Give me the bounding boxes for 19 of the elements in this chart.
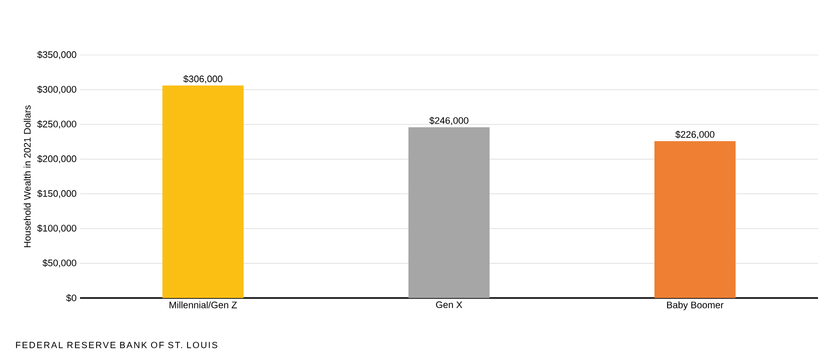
bar [408,127,490,298]
y-tick-label: $250,000 [37,120,76,129]
y-tick-label: $200,000 [37,155,76,164]
y-tick-label: $0 [66,294,76,302]
y-tick-label: $100,000 [37,224,76,233]
text: FEDERAL RESERVE BANK OF ST. LOUIS [16,342,218,348]
x-tick-label: Baby Boomer [667,301,724,310]
y-tick-label: $50,000 [42,259,76,268]
y-tick-label: $150,000 [37,190,76,198]
data-label: $246,000 [429,116,468,126]
y-tick-label: $350,000 [37,50,76,60]
data-label: $306,000 [183,75,222,84]
x-tick-label: Millennial/Gen Z [170,301,237,308]
y-axis-title: Household Wealth in 2021 Dollars [24,105,31,248]
x-tick-label: Gen X [436,301,462,308]
bar [162,86,244,298]
y-tick-label: $300,000 [37,86,76,94]
bar [654,141,736,298]
data-label: $226,000 [675,130,714,139]
